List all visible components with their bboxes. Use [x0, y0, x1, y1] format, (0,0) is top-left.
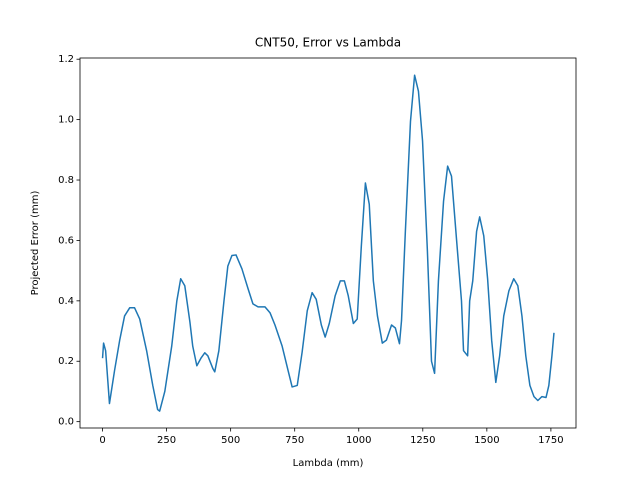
y-tick-label: 1.0 [58, 115, 74, 126]
x-tick-label: 1250 [410, 435, 435, 446]
data-line [101, 74, 555, 412]
x-tick-label: 250 [157, 435, 176, 446]
y-tick-label: 0.4 [58, 296, 74, 307]
x-tick-label: 1500 [474, 435, 499, 446]
x-tick-label: 1000 [346, 435, 371, 446]
plot-frame [79, 57, 577, 429]
x-tick-label: 500 [221, 435, 240, 446]
x-tick-label: 1750 [538, 435, 563, 446]
y-tick-label: 0.2 [58, 356, 74, 367]
y-tick-label: 0.0 [58, 417, 74, 428]
x-tick-label: 750 [285, 435, 304, 446]
y-tick-label: 0.6 [58, 235, 74, 246]
y-tick-label: 1.2 [58, 54, 74, 65]
y-axis-label: Projected Error (mm) [30, 191, 41, 296]
y-tick-label: 0.8 [58, 175, 74, 186]
x-axis-label: Lambda (mm) [293, 458, 364, 469]
x-tick-label: 0 [99, 435, 105, 446]
chart-title: CNT50, Error vs Lambda [255, 36, 401, 50]
